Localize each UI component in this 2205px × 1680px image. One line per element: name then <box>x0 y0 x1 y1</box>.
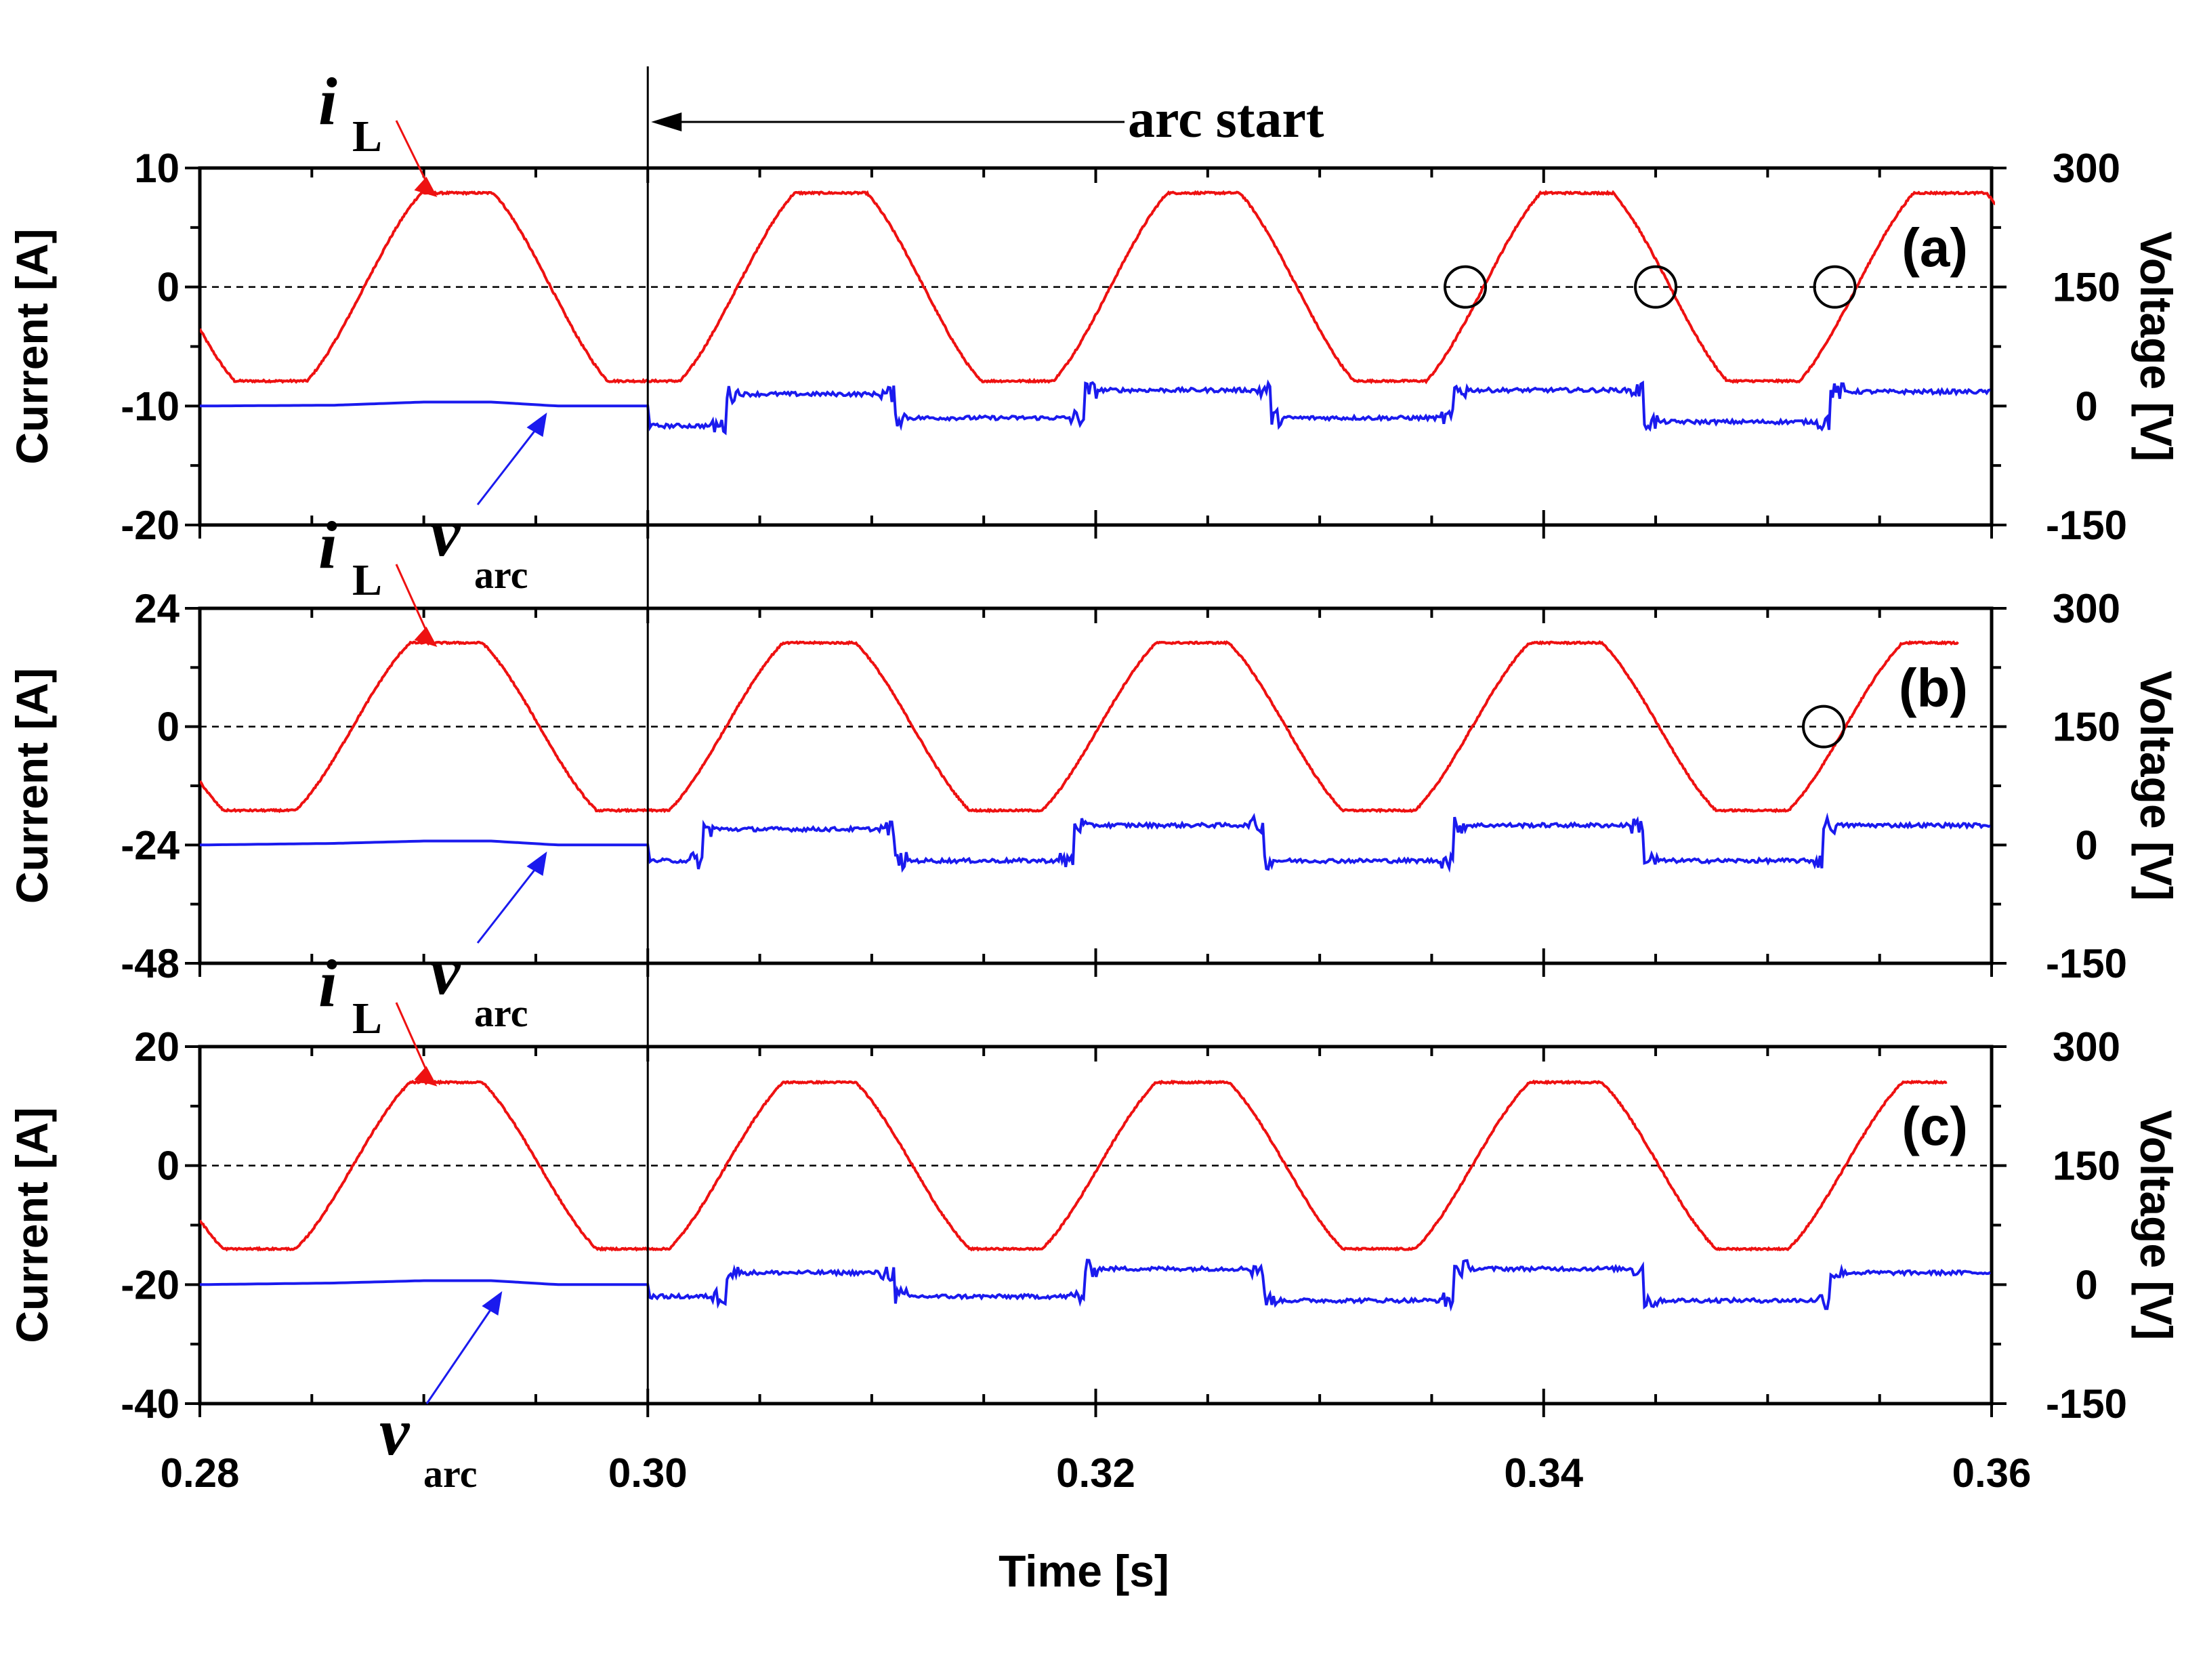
y-tick-label-right: -150 <box>2046 503 2127 548</box>
x-tick-label: 0.32 <box>1056 1450 1135 1496</box>
voltage-series-varc <box>200 1259 1992 1312</box>
x-axis-title: Time [s] <box>999 1546 1169 1596</box>
y-tick-label-right: 0 <box>2075 1262 2097 1307</box>
y-tick-label-right: 150 <box>2053 1143 2120 1189</box>
varc-label-main: v <box>430 495 461 570</box>
arc-start-annotation: arc start <box>646 66 1324 1404</box>
y-axis-title-left: Current [A] <box>7 228 57 464</box>
y-tick-label-right: 0 <box>2075 822 2097 868</box>
iL-arrow <box>395 1002 432 1080</box>
y-tick-label-right: 300 <box>2053 586 2120 631</box>
iL-label-main: i <box>318 946 337 1021</box>
y-tick-label-right: 0 <box>2075 383 2097 429</box>
current-series-iL <box>200 639 1959 814</box>
y-axis-title-right: Voltage [V] <box>2131 671 2181 901</box>
y-axis-title-left: Current [A] <box>7 668 57 904</box>
iL-arrowhead <box>414 1066 438 1087</box>
voltage-series-varc <box>200 812 1991 873</box>
y-tick-label-left: -24 <box>121 822 180 868</box>
varc-arrowhead <box>526 852 547 877</box>
varc-label-sub: arc <box>423 1452 477 1496</box>
y-tick-label-left: 20 <box>134 1024 180 1070</box>
panels-layer: 10 0 -10 -20 300 150 0 -150 Current [A] Voltage [… <box>7 64 2181 1496</box>
iL-label-main: i <box>318 507 337 583</box>
y-tick-label-left: 10 <box>134 146 180 191</box>
iL-arrowhead <box>414 626 438 647</box>
y-tick-label-left: -40 <box>121 1381 180 1427</box>
varc-arrow <box>476 860 543 944</box>
zero-crossing-marker <box>1444 265 1488 309</box>
y-tick-label-left: -20 <box>121 1262 180 1307</box>
panel-label: (b) <box>1899 658 1968 718</box>
voltage-series-varc <box>200 379 1991 436</box>
varc-arrowhead <box>482 1290 503 1316</box>
x-tick-label: 0.34 <box>1504 1450 1583 1496</box>
varc-label-main: v <box>379 1394 411 1469</box>
y-tick-label-right: -150 <box>2046 941 2127 986</box>
varc-arrow <box>476 421 543 505</box>
y-tick-label-left: 0 <box>157 1143 180 1189</box>
zero-crossing-marker <box>1802 705 1846 749</box>
varc-label-sub: arc <box>474 991 528 1035</box>
y-tick-label-left: 24 <box>134 586 180 631</box>
y-tick-label-left: -10 <box>121 383 180 429</box>
panel-label: (a) <box>1902 217 1968 278</box>
y-tick-label-right: -150 <box>2046 1381 2127 1427</box>
varc-arrowhead <box>526 412 547 437</box>
arc-start-label: arc start <box>1128 89 1324 149</box>
y-axis-title-right: Voltage [V] <box>2131 232 2181 462</box>
varc-label-sub: arc <box>474 553 528 597</box>
y-tick-label-right: 150 <box>2053 705 2120 750</box>
zero-crossing-marker <box>1634 265 1678 309</box>
x-tick-label: 0.28 <box>161 1450 240 1496</box>
y-tick-label-left: 0 <box>157 705 180 750</box>
iL-label-sub: L <box>352 555 382 605</box>
x-tick-label: 0.30 <box>608 1450 688 1496</box>
panel-3: 20 0 -20 -40 300 150 0 -150 Current [A] Voltage [… <box>7 946 2181 1496</box>
varc-label-main: v <box>430 933 461 1009</box>
y-tick-label-left: -20 <box>121 503 180 548</box>
y-axis-title-right: Voltage [V] <box>2131 1110 2181 1341</box>
y-tick-label-left: -48 <box>121 941 180 986</box>
x-axis-tick-labels: 0.28 0.30 0.32 0.34 0.36 <box>161 1450 2032 1496</box>
panel-1: 10 0 -10 -20 300 150 0 -150 Current [A] Voltage [… <box>7 64 2181 597</box>
iL-arrowhead <box>414 176 438 197</box>
y-tick-label-left: 0 <box>157 265 180 310</box>
y-tick-label-right: 150 <box>2053 265 2120 310</box>
zero-crossing-marker <box>1813 265 1857 309</box>
y-tick-label-right: 300 <box>2053 146 2120 191</box>
iL-label-sub: L <box>352 112 382 161</box>
panel-2: 24 0 -24 -48 300 150 0 -150 Current [A] Voltage [… <box>7 507 2181 1035</box>
iL-label-sub: L <box>352 994 382 1043</box>
current-series-iL <box>200 1079 1948 1252</box>
y-tick-label-right: 300 <box>2053 1024 2120 1070</box>
panel-label: (c) <box>1902 1096 1968 1156</box>
varc-arrow <box>425 1300 498 1404</box>
iL-label-main: i <box>318 64 337 139</box>
arc-start-arrowhead <box>651 112 682 131</box>
x-tick-label: 0.36 <box>1952 1450 2032 1496</box>
y-axis-title-left: Current [A] <box>7 1107 57 1343</box>
current-series-iL <box>200 190 1995 385</box>
iL-arrow <box>395 564 432 641</box>
